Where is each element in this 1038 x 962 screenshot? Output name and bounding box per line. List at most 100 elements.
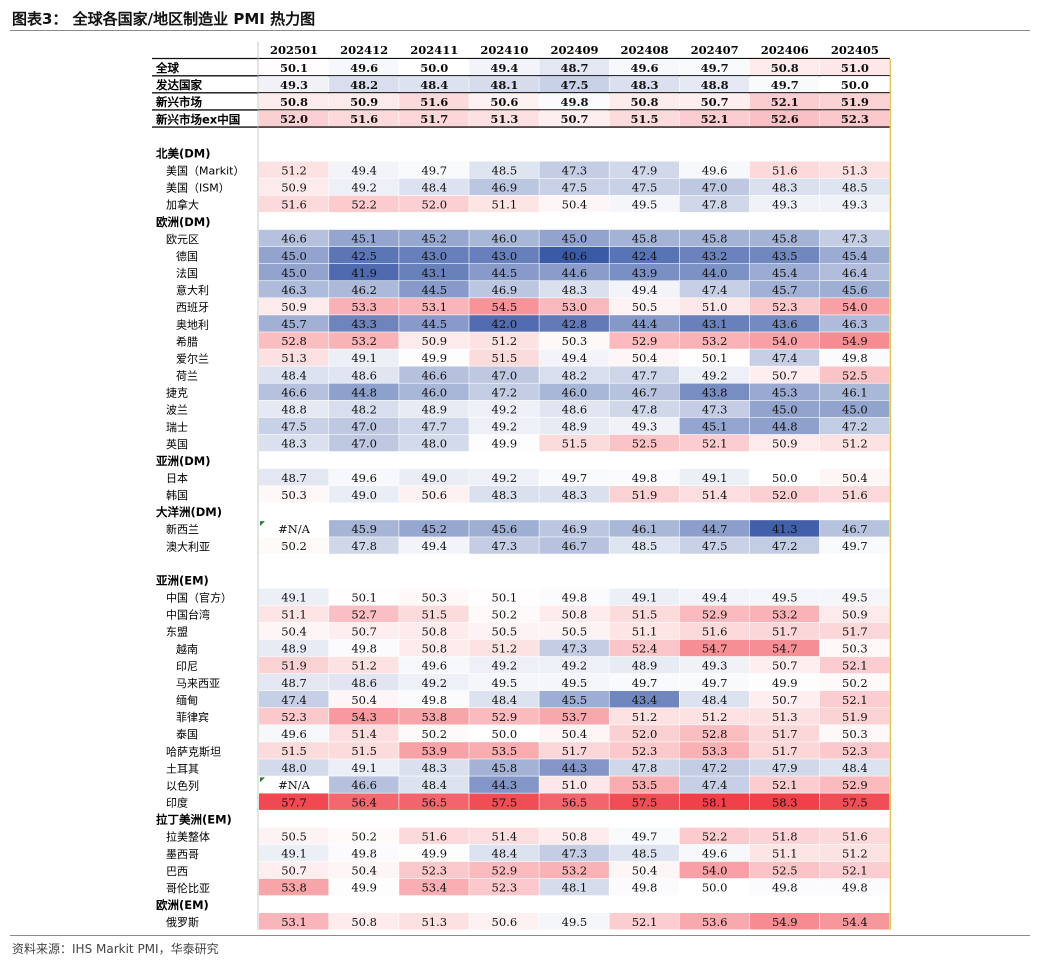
cell-value: 53.3	[351, 300, 377, 314]
cell-value: 51.2	[842, 847, 868, 861]
cell-value: 49.4	[421, 539, 447, 553]
cell-value: 47.8	[351, 539, 377, 553]
cell-value: 50.4	[281, 625, 307, 639]
cell-value: 47.3	[702, 402, 728, 416]
heatmap-cell	[679, 332, 750, 349]
cell-value: 53.6	[702, 915, 728, 929]
cell-value: 53.1	[421, 300, 447, 314]
heatmap-cell	[679, 605, 750, 623]
heatmap-cell	[399, 520, 469, 537]
cell-value: 47.2	[702, 761, 728, 775]
row-label: 拉美整体	[166, 830, 210, 844]
cell-value: 51.5	[281, 744, 307, 758]
row-label: 捷克	[166, 386, 188, 400]
heatmap-cell	[259, 434, 329, 452]
cell-value: 50.9	[281, 180, 307, 194]
cell-value: 52.3	[632, 744, 658, 758]
heatmap-cell	[679, 844, 750, 862]
heatmap-cell	[679, 861, 750, 879]
cell-value: 43.2	[702, 249, 728, 263]
cell-value: 48.2	[351, 402, 377, 416]
row-label: 墨西哥	[166, 848, 199, 861]
cell-value: 47.2	[842, 420, 868, 434]
cell-value: 48.6	[351, 676, 377, 690]
cell-value: #N/A	[278, 778, 311, 792]
cell-value: 52.1	[842, 659, 868, 673]
cell-value: 42.5	[351, 249, 377, 263]
cell-value: 49.9	[492, 437, 518, 451]
row-label: 意大利	[176, 283, 209, 297]
row-label: 美国（ISM）	[166, 182, 230, 195]
cell-value: 46.2	[351, 283, 377, 297]
heatmap-cell	[259, 246, 329, 264]
cell-value: 49.4	[562, 351, 588, 365]
heatmap-cell	[259, 178, 329, 196]
heatmap-cell	[399, 246, 469, 264]
heatmap-cell	[259, 673, 329, 691]
cell-value: 54.5	[492, 300, 518, 314]
heatmap-cell	[539, 298, 609, 315]
cell-value: 50.9	[421, 334, 447, 348]
cell-value: 47.3	[562, 847, 588, 861]
cell-value: 48.0	[281, 761, 307, 775]
heatmap-cell	[609, 366, 679, 383]
row-label: 欧元区	[166, 233, 199, 246]
heatmap-cell	[749, 178, 820, 196]
heatmap-cell	[679, 742, 750, 759]
heatmap-cell	[749, 383, 820, 400]
cell-value: 50.7	[701, 95, 729, 109]
cell-value: 51.1	[632, 625, 658, 639]
heatmap-cell	[259, 366, 329, 383]
heatmap-cell	[609, 827, 679, 845]
heatmap-cell	[329, 776, 399, 793]
heatmap-cell	[399, 400, 469, 418]
heatmap-cell	[399, 263, 469, 281]
heatmap-cell	[259, 161, 329, 178]
heatmap-cell	[679, 827, 750, 845]
heatmap-cell	[679, 878, 750, 896]
cell-value: 47.0	[351, 420, 377, 434]
heatmap-cell	[539, 656, 609, 674]
column-header: 202411	[410, 43, 458, 57]
heatmap-cell	[399, 793, 469, 810]
cell-value: 45.1	[702, 420, 728, 434]
cell-value: 50.5	[281, 829, 307, 843]
heatmap-cell	[819, 708, 890, 725]
row-label: 法国	[176, 266, 198, 280]
cell-value: 54.3	[351, 710, 377, 724]
cell-value: 49.8	[351, 847, 377, 861]
heatmap-cell	[539, 468, 609, 486]
cell-value: 52.3	[281, 710, 307, 724]
heatmap-cell	[399, 878, 469, 896]
cell-value: 51.6	[421, 829, 447, 843]
cell-value: 51.9	[842, 710, 868, 724]
heatmap-cell	[539, 776, 609, 793]
cell-value: 53.1	[281, 915, 307, 929]
cell-value: 49.7	[842, 539, 868, 553]
cell-value: 45.0	[281, 249, 307, 263]
heatmap-cell	[469, 417, 539, 435]
cell-value: 51.3	[490, 112, 518, 126]
cell-value: 48.3	[562, 283, 588, 297]
row-label: 波兰	[166, 404, 188, 417]
cell-value: 51.5	[492, 351, 518, 365]
cell-value: 46.1	[842, 385, 868, 399]
heatmap-cell	[679, 486, 750, 503]
cell-value: 41.9	[351, 266, 377, 280]
heatmap-cell	[819, 59, 890, 76]
heatmap-cell	[259, 605, 329, 623]
heatmap-cell	[399, 537, 469, 554]
heatmap-cell	[329, 673, 399, 691]
cell-value: 51.7	[772, 727, 798, 741]
cell-value: 50.9	[350, 95, 378, 109]
heatmap-cell	[819, 861, 890, 879]
row-label: 越南	[176, 642, 198, 656]
cell-value: 49.7	[771, 78, 799, 92]
section-label: 大洋洲(DM)	[156, 505, 222, 519]
cell-value: 50.8	[421, 642, 447, 656]
heatmap-cell	[259, 690, 329, 708]
heatmap-cell	[749, 520, 820, 537]
heatmap-cell	[679, 246, 750, 264]
cell-value: 51.9	[841, 95, 869, 109]
row-label: 俄罗斯	[166, 916, 199, 929]
